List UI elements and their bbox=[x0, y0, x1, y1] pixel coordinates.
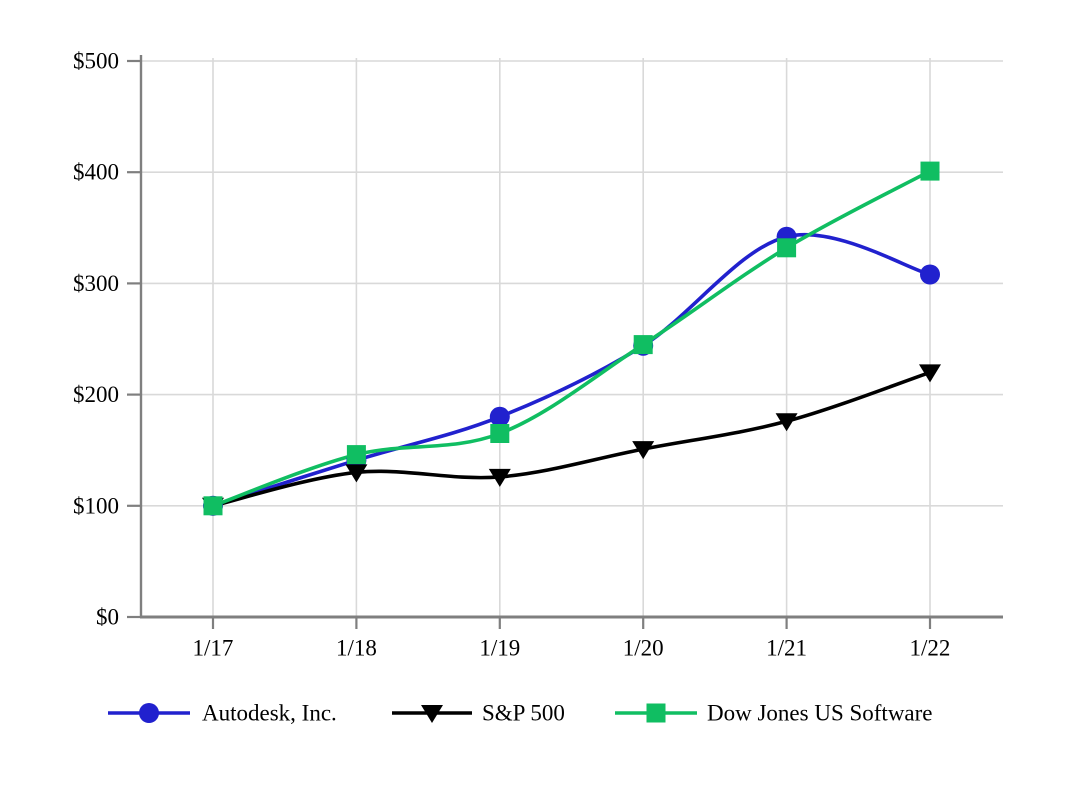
dow-jones-us-software-marker-square bbox=[777, 238, 797, 258]
legend-s-p-500-marker-triangle-down bbox=[421, 705, 443, 723]
x-axis-tick-label: 1/18 bbox=[336, 636, 377, 661]
s-p-500-marker-triangle-down bbox=[632, 441, 655, 460]
series-line-dow-jones-us-software bbox=[211, 169, 932, 508]
legend-label: S&P 500 bbox=[482, 701, 565, 726]
s-p-500-marker-triangle-down bbox=[775, 413, 798, 432]
x-axis-tick-label: 1/21 bbox=[766, 636, 807, 661]
autodesk-inc-marker-circle bbox=[920, 264, 940, 285]
y-axis-tick-label: $400 bbox=[73, 160, 119, 185]
legend-autodesk-inc-marker-circle bbox=[139, 703, 159, 723]
series-line-s-p-500 bbox=[211, 370, 932, 508]
legend-dow-jones-us-software-marker-square bbox=[646, 703, 666, 723]
legend-label: Autodesk, Inc. bbox=[202, 701, 337, 726]
gridlines bbox=[141, 58, 1003, 617]
legend-item-s-p-500: S&P 500 bbox=[392, 701, 565, 726]
x-axis-tick-label: 1/19 bbox=[479, 636, 520, 661]
dow-jones-us-software-marker-square bbox=[920, 161, 940, 181]
dow-jones-us-software-marker-square bbox=[346, 445, 366, 465]
axes bbox=[127, 55, 1003, 629]
series-lines bbox=[211, 169, 932, 508]
s-p-500-marker-triangle-down bbox=[345, 464, 368, 483]
y-axis-tick-label: $100 bbox=[73, 493, 119, 518]
legend-item-autodesk-inc: Autodesk, Inc. bbox=[108, 701, 337, 726]
dow-jones-us-software-marker-square bbox=[633, 335, 653, 355]
y-axis-tick-label: $0 bbox=[96, 605, 119, 630]
chart-legend: Autodesk, Inc. S&P 500 Dow Jones US Softwa… bbox=[108, 701, 933, 726]
s-p-500-marker-triangle-down bbox=[919, 364, 941, 383]
s-p-500-marker-triangle-down bbox=[488, 468, 511, 487]
legend-item-dow-jones-us-software: Dow Jones US Software bbox=[615, 701, 933, 726]
y-axis-tick-label: $300 bbox=[73, 271, 119, 296]
x-axis-tick-label: 1/20 bbox=[623, 636, 664, 661]
series-line-autodesk-inc bbox=[211, 232, 932, 508]
dow-jones-us-software-marker-square bbox=[490, 424, 510, 443]
axis-labels: $0 $100 $200 $300 $400 $500 1/17 1/18 1/19 1/20 1/… bbox=[73, 49, 950, 661]
series-markers bbox=[202, 161, 941, 516]
autodesk-inc-marker-circle bbox=[489, 406, 510, 427]
legend-label: Dow Jones US Software bbox=[707, 701, 933, 726]
y-axis-tick-label: $500 bbox=[73, 49, 119, 74]
x-axis-tick-label: 1/22 bbox=[910, 636, 951, 661]
x-axis-tick-label: 1/17 bbox=[193, 636, 234, 661]
y-axis-tick-label: $200 bbox=[73, 382, 119, 407]
markers-dow-jones-us-software bbox=[203, 161, 940, 516]
dow-jones-us-software-marker-square bbox=[203, 496, 223, 516]
